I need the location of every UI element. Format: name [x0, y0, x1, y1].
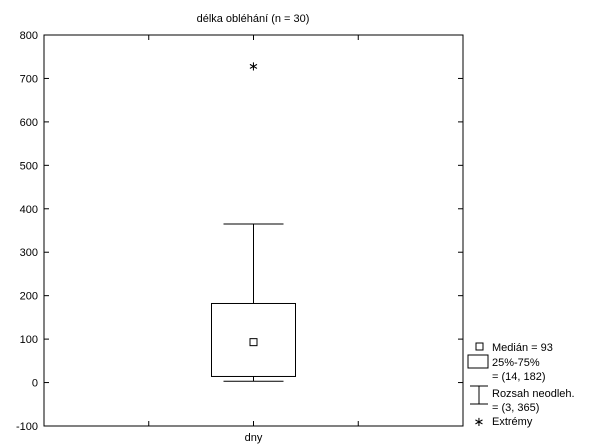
y-tick-label: 700	[20, 73, 38, 85]
y-tick-label: 400	[20, 204, 38, 216]
legend-label: Rozsah neodleh.	[492, 388, 575, 400]
chart-title: délka obléhání (n = 30)	[197, 13, 310, 25]
legend-median-icon	[475, 342, 484, 351]
legend-label: = (14, 182)	[492, 371, 546, 383]
y-tick-label: -100	[16, 421, 38, 433]
y-tick-label: 0	[32, 378, 38, 390]
y-tick-label: 100	[20, 334, 38, 346]
y-tick-label: 800	[20, 30, 38, 42]
legend-label: = (3, 365)	[492, 402, 539, 414]
y-tick-label: 500	[20, 160, 38, 172]
y-tick-label: 600	[20, 117, 38, 129]
box-series: ∗	[211, 58, 296, 382]
legend-extreme-icon: ∗	[474, 414, 485, 429]
legend-label: Medián = 93	[492, 342, 553, 354]
extreme-point: ∗	[248, 58, 259, 73]
legend-label: Extrémy	[492, 416, 533, 428]
y-axis: -100 0 100 200 300 400 500 600 700 800	[16, 30, 463, 433]
y-tick-label: 300	[20, 247, 38, 259]
legend-label: 25%-75%	[492, 357, 540, 369]
legend: Medián = 93 25%-75% = (14, 182) Rozsah neod…	[467, 342, 575, 429]
y-tick-label: 200	[20, 291, 38, 303]
x-axis: dny	[148, 35, 359, 444]
legend-box-icon	[467, 354, 489, 369]
x-category-label: dny	[245, 432, 263, 444]
median-marker	[249, 338, 258, 347]
